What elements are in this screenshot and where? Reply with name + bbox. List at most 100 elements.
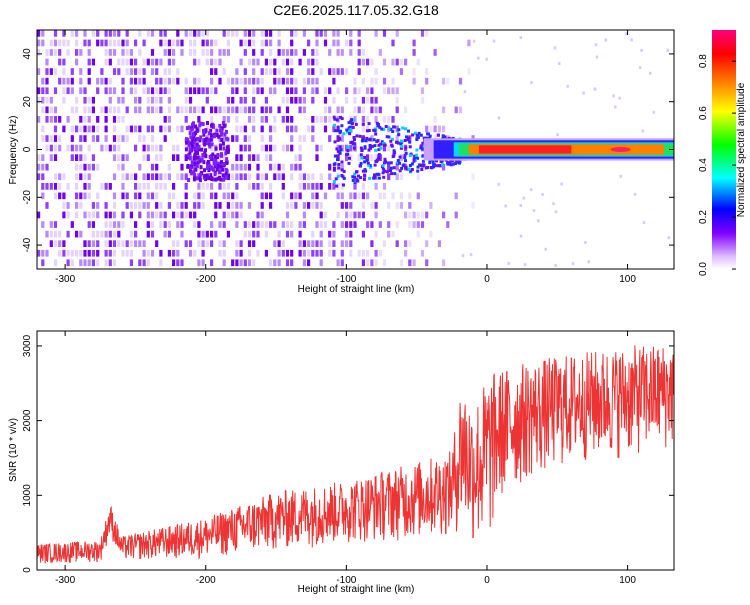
heatmap-cell (121, 39, 125, 47)
heatmap-cell (387, 163, 391, 171)
heatmap-cell (307, 183, 311, 190)
heatmap-cell (361, 106, 365, 114)
heatmap-cell (285, 202, 290, 209)
heatmap-cell (96, 125, 100, 133)
heatmap-cell (66, 144, 70, 152)
heatmap-cell (376, 139, 380, 143)
heatmap-cell (37, 49, 41, 56)
heatmap-cell (399, 68, 403, 75)
heatmap-cell (150, 68, 155, 75)
heatmap-cell (184, 77, 188, 85)
heatmap-cell (328, 135, 332, 142)
heatmap-cell (319, 68, 323, 75)
heatmap-cell (180, 125, 184, 133)
heatmap-cell (104, 183, 108, 190)
heatmap-cell (298, 106, 302, 114)
heatmap-cell (112, 192, 117, 200)
heatmap-cell (523, 263, 527, 267)
heatmap-cell (41, 183, 45, 190)
heatmap-cell (425, 240, 429, 247)
heatmap-cell (399, 259, 403, 267)
heatmap-cell (184, 87, 188, 95)
heatmap-cell (328, 163, 332, 171)
heatmap-cell (53, 30, 58, 37)
heatmap-cell (104, 144, 108, 152)
heatmap-cell (193, 58, 197, 66)
heatmap-cell (260, 116, 264, 123)
heatmap-cell (62, 39, 66, 47)
heatmap-cell (366, 87, 370, 95)
heatmap-cell (214, 202, 218, 209)
heatmap-cell (374, 259, 378, 267)
x-tick-label: -200 (196, 575, 216, 586)
heatmap-cell (336, 174, 340, 178)
heatmap-cell (212, 177, 216, 182)
heatmap-cell (231, 192, 235, 200)
heatmap-cell (87, 58, 91, 66)
heatmap-cell (389, 161, 393, 165)
heatmap-cell (134, 192, 138, 200)
heatmap-cell (273, 173, 277, 181)
heatmap-cell (315, 39, 319, 47)
heatmap-cell (345, 96, 349, 104)
heatmap-cell (458, 106, 463, 114)
heatmap-cell (142, 39, 146, 47)
heatmap-cell (163, 135, 167, 142)
heatmap-cell (366, 192, 370, 200)
heatmap-cell (281, 249, 285, 257)
heatmap-cell (104, 221, 108, 228)
heatmap-cell (374, 77, 378, 85)
heatmap-cell (273, 259, 277, 267)
heatmap-cell (387, 116, 391, 123)
colorbar: 0.00.20.40.60.8 Normalized spectral ampl… (698, 30, 747, 276)
heatmap-cell (184, 192, 188, 200)
heatmap-cell (328, 183, 332, 190)
heatmap-cell (66, 183, 70, 190)
heatmap-cell (222, 125, 226, 133)
heatmap-cell (146, 106, 150, 114)
heatmap-cell (58, 192, 62, 200)
heatmap-cell (201, 153, 205, 158)
heatmap-cell (290, 144, 294, 152)
heatmap-cell (416, 134, 420, 138)
heatmap-cell (290, 192, 294, 200)
heatmap-cell (209, 128, 213, 133)
colorbar-tick-label: 0.0 (698, 262, 709, 276)
heatmap-cell (264, 116, 268, 123)
heatmap-cell (421, 141, 425, 145)
heatmap-cell (159, 77, 163, 85)
heatmap-cell (66, 87, 70, 95)
heatmap-cell (395, 202, 399, 209)
heatmap-cell (197, 87, 201, 95)
heatmap-cell (100, 68, 104, 75)
heatmap-cell (298, 163, 302, 171)
heatmap-cell (285, 68, 290, 75)
heatmap-cell (87, 96, 91, 104)
heatmap-cell (315, 221, 319, 228)
heatmap-cell (290, 202, 294, 209)
heatmap-cell (395, 96, 399, 104)
heatmap-cell (184, 154, 188, 161)
heatmap-cell (192, 170, 195, 175)
heatmap-cell (315, 144, 319, 152)
heatmap-cell (150, 87, 155, 95)
heatmap-cell (70, 144, 74, 152)
heatmap-cell (400, 139, 404, 143)
heatmap-cell (83, 87, 87, 95)
heatmap-cell (285, 125, 290, 133)
heatmap-cell (399, 146, 403, 150)
heatmap-cell (332, 180, 336, 184)
heatmap-cell (421, 147, 425, 151)
heatmap-cell (188, 131, 192, 136)
heatmap-cell (348, 125, 352, 129)
heatmap-cell (370, 240, 374, 247)
heatmap-cell (91, 240, 95, 247)
heatmap-cell (370, 96, 374, 104)
heatmap-cell (307, 240, 311, 247)
heatmap-cell (87, 221, 91, 228)
heatmap-cell (191, 137, 195, 142)
heatmap-cell (385, 170, 389, 174)
heatmap-cell (70, 87, 74, 95)
heatmap-cell (172, 240, 176, 247)
heatmap-cell (554, 210, 558, 214)
